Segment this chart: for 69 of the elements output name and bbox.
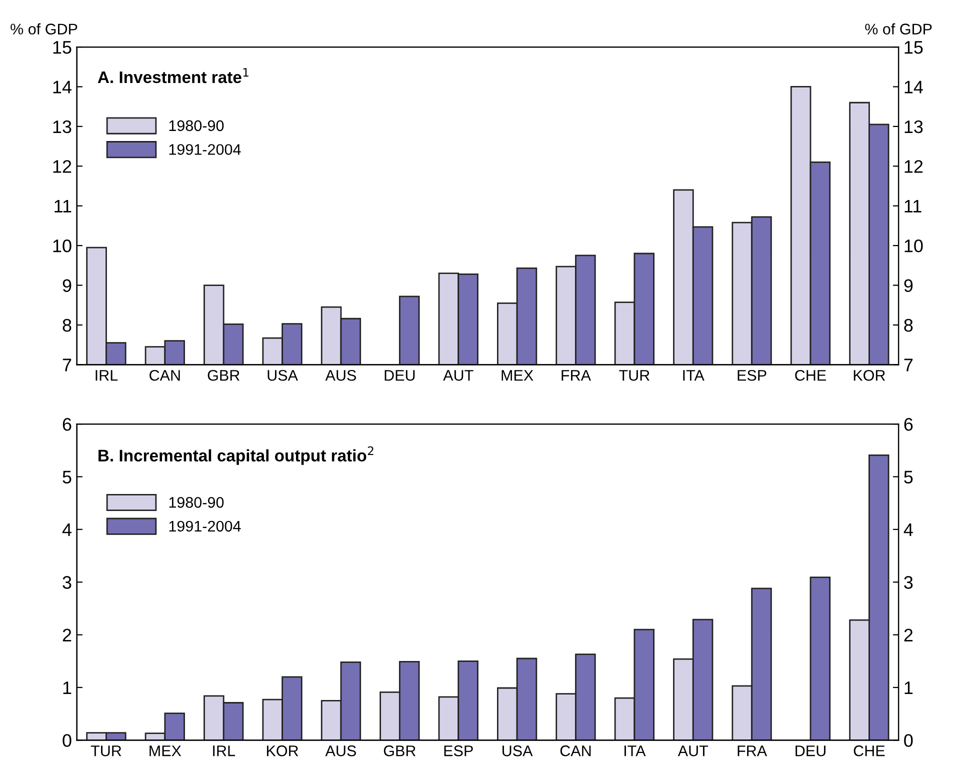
- y-tick-label: 12: [53, 160, 72, 173]
- y2-tick-label: 8: [904, 318, 913, 332]
- x-tick-label: GBR: [208, 370, 240, 381]
- legend-label: 1991-2004: [169, 520, 241, 532]
- x-tick-label: USA: [268, 370, 298, 381]
- x-tick-label: IRL: [96, 370, 118, 381]
- x-tick-label: TUR: [90, 746, 122, 756]
- y-tick-label: 5: [62, 470, 72, 484]
- x-tick-label: GBR: [384, 745, 416, 756]
- y-tick-label: 8: [62, 318, 72, 332]
- x-tick-label: ITA: [683, 370, 704, 381]
- y2-tick-label: 14: [904, 80, 923, 94]
- y2-tick-label: 12: [904, 160, 923, 173]
- y-tick-label: 6: [62, 418, 72, 431]
- bar: [810, 576, 831, 740]
- x-tick-label: DEU: [796, 746, 826, 756]
- y2-tick-label: 1: [904, 682, 913, 694]
- y2-tick-label: 15: [904, 41, 923, 54]
- x-tick-label: MEX: [150, 746, 182, 756]
- x-tick-label: ITA: [624, 746, 646, 756]
- x-tick-label: FRA: [738, 746, 768, 756]
- x-tick-label: KOR: [854, 370, 886, 381]
- x-tick-label: ESP: [444, 745, 473, 756]
- x-tick-label: CAN: [150, 370, 180, 381]
- x-tick-label: TUR: [619, 370, 650, 381]
- x-tick-label: DEU: [384, 370, 415, 381]
- text: B. Incremental capital output ratio$^{2}$: [98, 446, 374, 465]
- y-tick-label: 10: [53, 240, 72, 252]
- y-tick-label: 1: [63, 682, 72, 694]
- x-tick-label: CAN: [560, 745, 591, 756]
- legend-label: 1980-90: [169, 497, 224, 508]
- x-tick-label: AUS: [325, 745, 356, 756]
- y2-tick-label: 7: [904, 358, 913, 372]
- text: A. Investment rate$^{1}$: [98, 68, 248, 84]
- y-tick-label: 2: [62, 628, 72, 642]
- y2-tick-label: 6: [904, 418, 913, 431]
- y2-axis-title: % of GDP: [865, 23, 932, 34]
- x-tick-label: MEX: [502, 370, 534, 381]
- legend-label: 1980-90: [169, 120, 224, 132]
- y-tick-label: 15: [53, 41, 72, 54]
- y-tick-label: 4: [62, 524, 72, 536]
- y2-tick-label: 4: [904, 524, 913, 536]
- y-tick-label: 13: [53, 120, 72, 134]
- y2-tick-label: 10: [904, 240, 923, 252]
- x-tick-label: IRL: [213, 746, 235, 756]
- x-tick-label: AUT: [678, 746, 708, 756]
- x-tick-label: ESP: [738, 370, 766, 381]
- y-tick-label: 14: [53, 80, 72, 94]
- x-tick-label: CHE: [854, 745, 885, 756]
- y-tick-label: 3: [62, 576, 72, 589]
- y2-tick-label: 0: [904, 734, 913, 747]
- y2-tick-label: 2: [904, 628, 913, 642]
- y-tick-label: 9: [62, 279, 72, 292]
- y2-tick-label: 11: [904, 200, 922, 212]
- x-tick-label: CHE: [795, 370, 826, 381]
- x-tick-label: USA: [502, 745, 533, 756]
- x-tick-label: AUT: [443, 370, 474, 381]
- y-axis-title: % of GDP: [10, 23, 78, 34]
- y-tick-label: 7: [62, 358, 72, 372]
- y-tick-label: 0: [62, 734, 72, 747]
- y2-tick-label: 9: [904, 279, 913, 292]
- x-tick-label: KOR: [266, 745, 298, 756]
- x-tick-label: AUS: [325, 370, 356, 381]
- y2-tick-label: 3: [904, 576, 913, 589]
- x-tick-label: FRA: [562, 370, 591, 381]
- y2-tick-label: 5: [904, 470, 913, 484]
- y-tick-label: 11: [54, 200, 72, 212]
- y2-tick-label: 13: [904, 120, 923, 134]
- legend-label: 1991-2004: [169, 144, 241, 155]
